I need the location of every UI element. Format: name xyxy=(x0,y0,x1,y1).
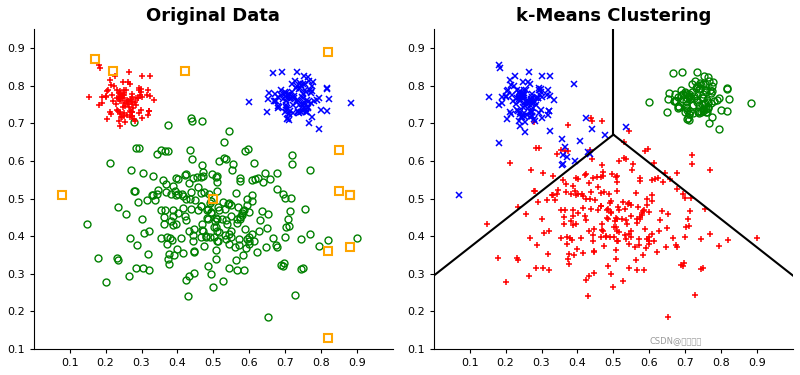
Title: Original Data: Original Data xyxy=(146,7,280,25)
Text: CSDN@社比邻家: CSDN@社比邻家 xyxy=(650,336,702,345)
Title: k-Means Clustering: k-Means Clustering xyxy=(516,7,711,25)
